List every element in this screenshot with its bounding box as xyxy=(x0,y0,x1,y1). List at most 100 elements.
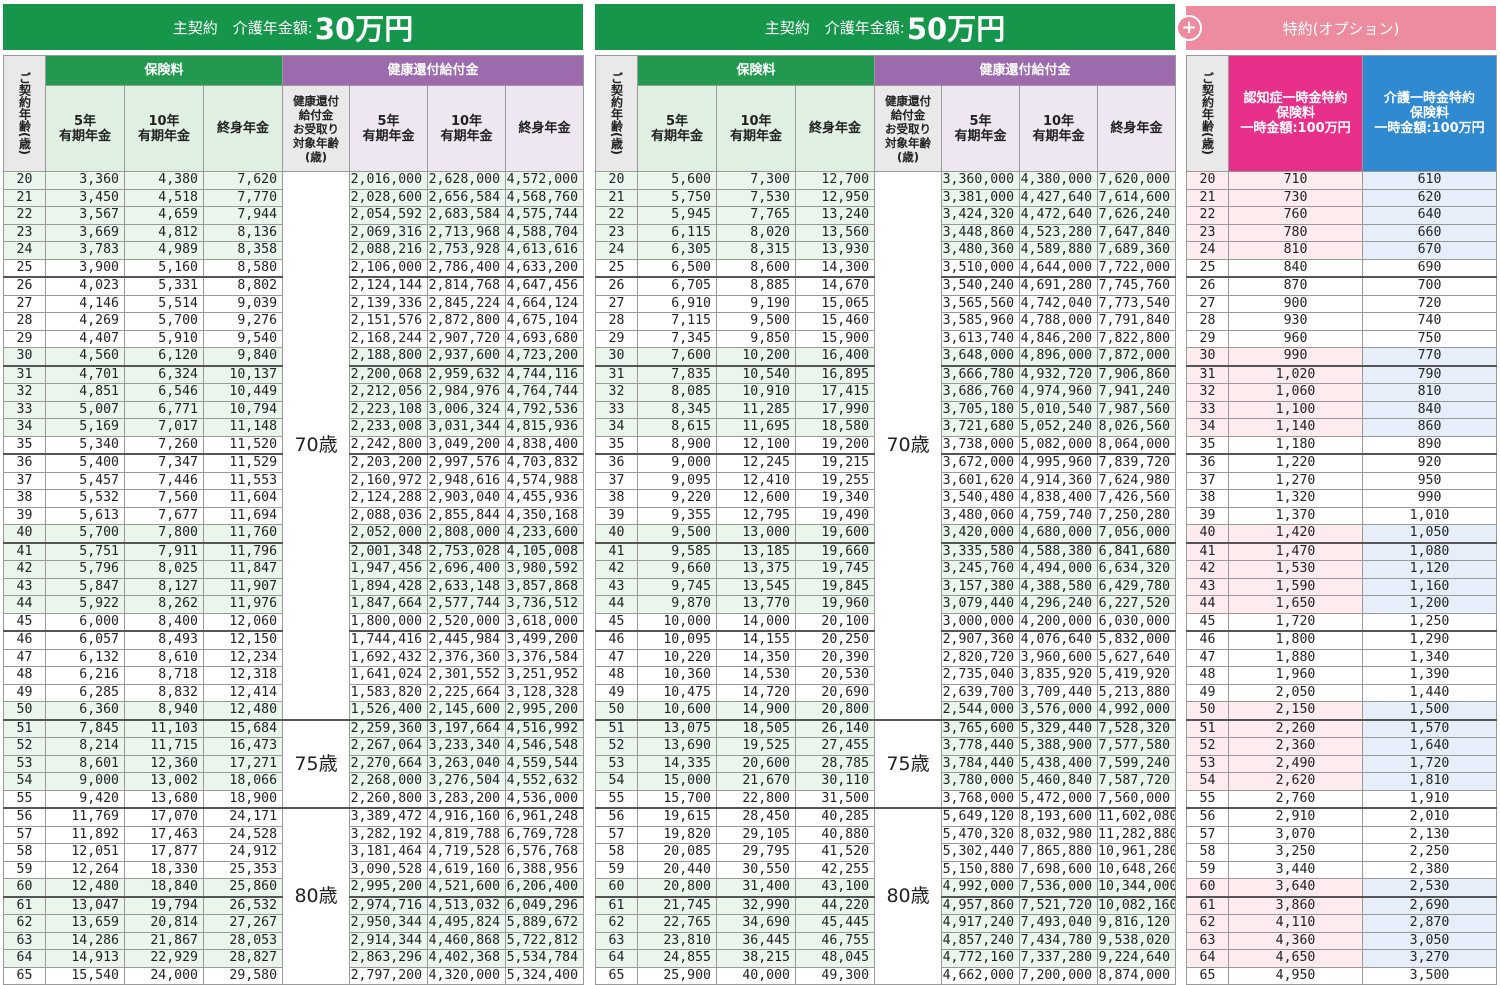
age-cell: 61 xyxy=(1186,895,1229,915)
refund-cell: 5,052,240 xyxy=(1019,418,1099,437)
table-row: 24 810 670 xyxy=(1186,241,1497,260)
refund-cell: 3,709,440 xyxy=(1019,683,1099,702)
refund-cell: 2,907,720 xyxy=(427,329,507,348)
premium-cell: 10,794 xyxy=(202,400,284,419)
premium-cell: 40,000 xyxy=(716,966,796,985)
refund-cell: 5,082,000 xyxy=(1019,435,1099,455)
age-cell: 57 xyxy=(595,825,638,844)
refund-cell: 3,424,320 xyxy=(941,206,1021,225)
premium-cell: 19,215 xyxy=(794,453,876,473)
refund-cell: 2,984,976 xyxy=(427,383,507,402)
premium-cell: 8,085 xyxy=(637,383,717,402)
refund-cell: 3,601,620 xyxy=(941,471,1021,490)
premium-cell: 21,745 xyxy=(637,895,717,915)
refund-cell: 2,845,224 xyxy=(427,294,507,313)
premium-cell: 4,701 xyxy=(45,364,125,384)
premium-cell: 6,771 xyxy=(124,400,204,419)
table-row: 43 9,745 13,545 19,845 3,157,380 4,388,580 6,4… xyxy=(595,577,1177,596)
table-row: 20 3,360 4,380 7,620 70歳 2,016,000 2,628,000 4,… xyxy=(3,171,585,720)
refund-cell: 8,032,980 xyxy=(1019,825,1099,844)
age-cell: 48 xyxy=(595,666,638,685)
refund-cell: 4,513,032 xyxy=(427,895,507,915)
dementia-premium-cell: 3,640 xyxy=(1228,878,1363,897)
refund-cell: 9,816,120 xyxy=(1097,914,1177,933)
premium-cell: 48,045 xyxy=(794,949,876,968)
table-row: 28 4,269 5,700 9,276 2,151,576 2,872,800 4,675… xyxy=(3,312,585,331)
age-cell: 55 xyxy=(1186,789,1229,809)
age-cell: 34 xyxy=(595,418,638,437)
refund-cell: 4,613,616 xyxy=(505,241,585,260)
premium-cell: 7,260 xyxy=(124,435,204,455)
premium-cell: 8,400 xyxy=(124,612,204,632)
refund-cell: 2,656,584 xyxy=(427,188,507,207)
age-cell: 51 xyxy=(595,718,638,738)
refund-cell: 2,233,008 xyxy=(349,418,429,437)
refund-cell: 1,847,664 xyxy=(349,595,429,614)
premium-cell: 14,913 xyxy=(45,949,125,968)
table-row: 32 1,060 810 xyxy=(1186,383,1497,402)
premium-cell: 6,305 xyxy=(637,241,717,260)
premium-cell: 6,057 xyxy=(45,630,125,650)
premium-cell: 11,976 xyxy=(202,595,284,614)
premium-cell: 19,745 xyxy=(794,560,876,579)
premium-cell: 17,271 xyxy=(202,754,284,773)
premium-cell: 7,800 xyxy=(124,524,204,543)
refund-cell: 2,106,000 xyxy=(349,258,429,278)
dementia-premium-cell: 3,250 xyxy=(1228,843,1363,862)
age-cell: 41 xyxy=(1186,541,1229,561)
premium-cell: 8,940 xyxy=(124,701,204,720)
care-premium-cell: 1,050 xyxy=(1362,524,1497,543)
refund-cell: 4,076,640 xyxy=(1019,630,1099,650)
refund-cell: 7,614,600 xyxy=(1097,188,1177,207)
premium-cell: 5,922 xyxy=(45,595,125,614)
refund-cell: 2,959,632 xyxy=(427,364,507,384)
age-cell: 61 xyxy=(3,895,46,915)
care-premium-cell: 770 xyxy=(1362,347,1497,366)
age-cell: 51 xyxy=(3,718,46,738)
premium-cell: 49,300 xyxy=(794,966,876,985)
refund-cell: 7,250,280 xyxy=(1097,506,1177,525)
refund-cell: 2,753,928 xyxy=(427,241,507,260)
age-cell: 39 xyxy=(3,506,46,525)
premium-cell: 9,870 xyxy=(637,595,717,614)
premium-cell: 28,450 xyxy=(716,807,796,827)
panel-title-30man: 主契約 介護年金額: 30万円 xyxy=(3,4,583,50)
premium-cell: 11,796 xyxy=(202,541,284,561)
premium-cell: 12,060 xyxy=(202,612,284,632)
age-cell: 20 xyxy=(3,171,46,190)
age-cell: 57 xyxy=(3,825,46,844)
premium-cell: 11,847 xyxy=(202,560,284,579)
premium-cell: 6,120 xyxy=(124,347,204,366)
refund-cell: 2,001,348 xyxy=(349,541,429,561)
premium-cell: 4,560 xyxy=(45,347,125,366)
premium-cell: 3,450 xyxy=(45,188,125,207)
premium-cell: 7,115 xyxy=(637,312,717,331)
age-cell: 44 xyxy=(595,595,638,614)
premium-cell: 24,855 xyxy=(637,949,717,968)
header-premium: 保険料 xyxy=(636,55,876,86)
table-row: 52 2,360 1,640 xyxy=(1186,737,1497,756)
premium-cell: 10,540 xyxy=(716,364,796,384)
premium-cell: 4,269 xyxy=(45,312,125,331)
refund-cell: 7,647,840 xyxy=(1097,223,1177,242)
premium-cell: 6,216 xyxy=(45,666,125,685)
premium-cell: 14,900 xyxy=(716,701,796,720)
refund-cell: 2,069,316 xyxy=(349,223,429,242)
premium-cell: 8,832 xyxy=(124,683,204,702)
age-cell: 59 xyxy=(595,860,638,879)
dementia-premium-cell: 1,320 xyxy=(1228,489,1363,508)
premium-cell: 9,220 xyxy=(637,489,717,508)
premium-cell: 5,457 xyxy=(45,471,125,490)
premium-cell: 27,267 xyxy=(202,914,284,933)
premium-cell: 11,715 xyxy=(124,737,204,756)
age-cell: 23 xyxy=(3,223,46,242)
refund-cell: 4,896,000 xyxy=(1019,347,1099,366)
premium-cell: 13,000 xyxy=(716,524,796,543)
premium-cell: 24,000 xyxy=(124,966,204,985)
refund-cell: 3,672,000 xyxy=(941,453,1021,473)
dementia-premium-cell: 4,360 xyxy=(1228,931,1363,950)
refund-cell: 7,722,000 xyxy=(1097,258,1177,278)
premium-cell: 10,910 xyxy=(716,383,796,402)
refund-cell: 6,227,520 xyxy=(1097,595,1177,614)
premium-cell: 12,318 xyxy=(202,666,284,685)
